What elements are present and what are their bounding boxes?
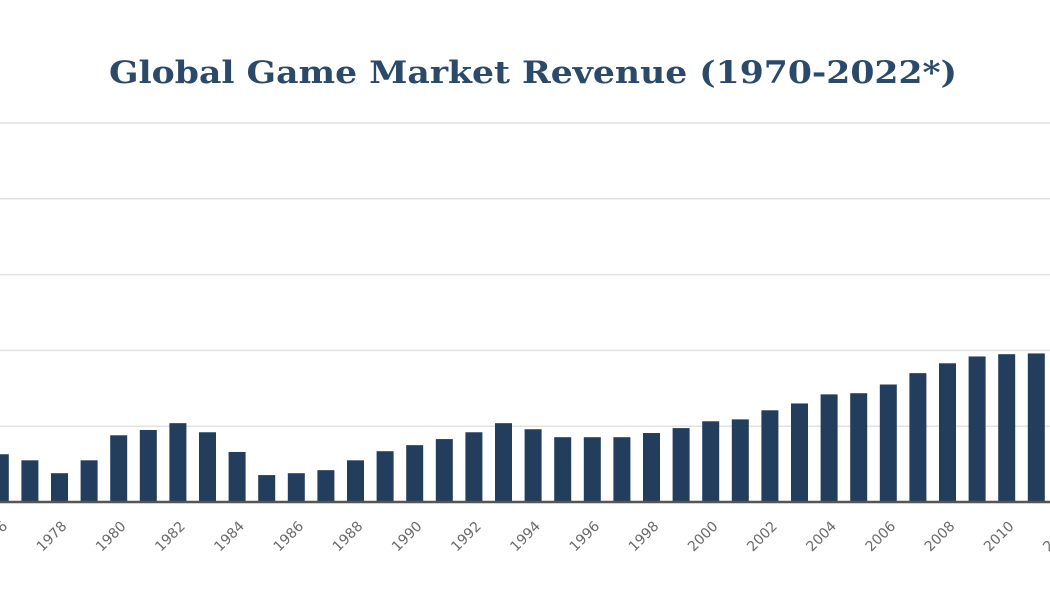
x-tick-label: 1976 [0, 518, 11, 555]
x-tick-label: 2000 [685, 519, 722, 556]
x-tick-label: 1982 [152, 519, 189, 556]
x-tick-label: 1992 [448, 519, 485, 556]
chart-title: Global Game Market Revenue (1970-2022*) [109, 55, 957, 91]
bars [0, 353, 1045, 502]
bar-1977 [21, 460, 39, 502]
x-tick-label: 1986 [271, 518, 308, 555]
bar-2003 [791, 403, 808, 502]
x-tick-label: 1980 [93, 519, 130, 556]
bar-2002 [761, 410, 779, 502]
bar-2004 [820, 394, 838, 502]
bar-2006 [879, 384, 897, 502]
bar-1987 [317, 470, 335, 502]
bar-1981 [139, 429, 157, 502]
bar-2008 [939, 363, 956, 502]
x-tick-label: 1978 [34, 519, 71, 556]
x-tick-label: 1994 [507, 518, 544, 555]
x-tick-label: 1990 [389, 519, 426, 556]
bar-1993 [495, 423, 512, 502]
x-tick-label: 2002 [744, 519, 781, 556]
x-tick-label: 2010 [981, 519, 1018, 556]
bar-1994 [524, 429, 542, 502]
bar-1990 [406, 445, 424, 502]
bar-1999 [672, 428, 690, 502]
bar-2010 [998, 354, 1016, 502]
bar-1978 [51, 473, 68, 502]
bar-2005 [850, 393, 868, 502]
bar-1992 [465, 432, 483, 502]
x-tick-label: 2006 [863, 518, 900, 555]
gridlines [0, 122, 1050, 427]
bar-1997 [613, 437, 631, 502]
bar-1995 [554, 437, 572, 502]
bar-1989 [376, 451, 394, 502]
bar-1998 [643, 433, 660, 502]
bar-1976 [0, 454, 9, 502]
bar-2007 [909, 373, 927, 502]
bar-1984 [228, 451, 246, 502]
x-tick-label: 1988 [330, 519, 367, 556]
bar-1996 [583, 437, 601, 502]
bar-1983 [199, 432, 216, 502]
x-tick-label: 1984 [211, 518, 248, 555]
bar-1982 [169, 423, 187, 502]
bar-1985 [258, 475, 276, 502]
bar-2011 [1027, 353, 1045, 502]
bar-1986 [287, 473, 305, 502]
x-tick-label: 2012 [1040, 519, 1050, 556]
bar-1979 [80, 460, 98, 502]
x-tick-label: 2008 [922, 519, 959, 556]
bar-1988 [347, 460, 364, 502]
bar-1991 [435, 439, 453, 502]
x-tick-label: 1998 [626, 519, 663, 556]
x-tick-label: 2004 [803, 518, 840, 555]
x-tick-label: 1996 [567, 518, 604, 555]
bar-2009 [968, 356, 986, 502]
bar-2001 [731, 419, 749, 502]
bar-1980 [110, 435, 128, 502]
bar-2000 [702, 421, 720, 502]
x-tick-labels: 1976 1978 1980 1982 1984 1986 1988 1990 1992 1994… [0, 518, 1050, 555]
